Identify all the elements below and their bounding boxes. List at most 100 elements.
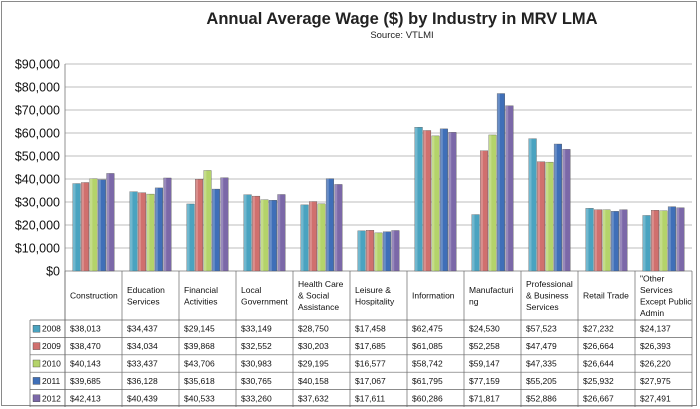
- bar-body: [602, 209, 611, 272]
- bar-highlight: [212, 189, 215, 271]
- category-label-line: Government: [241, 296, 288, 306]
- bar-highlight: [146, 194, 150, 271]
- category-label-line: & Business: [526, 291, 569, 301]
- bar-highlight: [129, 191, 133, 271]
- bar-highlight: [440, 128, 443, 271]
- category-label: Manufacturi ng: [469, 285, 514, 307]
- bar: [391, 230, 400, 272]
- bar: [610, 211, 619, 272]
- category-label: Health Care & Social Assistance: [298, 279, 344, 312]
- bar-body: [106, 173, 115, 272]
- bar-body: [243, 194, 252, 272]
- bar-highlight: [545, 162, 549, 271]
- category-label-line: & Social: [298, 291, 329, 301]
- bar-highlight: [186, 203, 190, 271]
- data-cell: $33,260: [241, 393, 272, 403]
- series-label: 2012: [42, 393, 61, 403]
- bar-highlight: [203, 170, 207, 271]
- bar-highlight: [423, 130, 426, 271]
- category-label: Financial Activities: [184, 285, 218, 307]
- bar: [505, 105, 514, 272]
- bar-body: [277, 194, 286, 272]
- bar: [186, 203, 195, 272]
- bar-body: [211, 188, 220, 272]
- data-cell: $17,067: [355, 376, 386, 386]
- bar-highlight: [252, 196, 255, 271]
- bar-body: [220, 177, 229, 272]
- data-cell: $26,667: [583, 393, 614, 403]
- bar-body: [545, 161, 554, 272]
- bar-highlight: [562, 149, 566, 271]
- series-label: 2008: [42, 324, 61, 334]
- bar-highlight: [537, 161, 540, 271]
- bar: [439, 128, 448, 272]
- bar-highlight: [106, 173, 110, 271]
- bar-body: [260, 199, 269, 272]
- data-cell: $16,577: [355, 359, 386, 369]
- data-cell: $60,286: [412, 393, 443, 403]
- data-cell: $24,530: [469, 324, 500, 334]
- category-label: Information: [412, 291, 455, 301]
- category-label-line: "Other: [640, 273, 664, 283]
- category-label-line: Services: [640, 285, 673, 295]
- data-cell: $17,685: [355, 341, 386, 351]
- bar-body: [268, 200, 277, 272]
- bar-body: [309, 201, 318, 272]
- bar-body: [676, 207, 685, 272]
- legend-swatch: [32, 325, 41, 333]
- bar-body: [374, 232, 383, 272]
- data-cell: $29,145: [184, 324, 215, 334]
- data-cell: $61,795: [412, 376, 443, 386]
- data-cell: $17,611: [355, 393, 385, 403]
- data-cell: $26,393: [640, 341, 671, 351]
- bar-highlight: [72, 183, 76, 271]
- bar-body: [667, 206, 676, 272]
- category-label-line: Admin: [640, 308, 664, 318]
- category-label-line: Leisure &: [355, 285, 391, 295]
- bar-body: [439, 128, 448, 272]
- bar-highlight: [195, 179, 198, 271]
- category-label-line: ng: [469, 296, 479, 306]
- bar: [220, 177, 229, 272]
- bar-body: [642, 215, 651, 272]
- bar-body: [448, 132, 457, 272]
- bar: [488, 134, 497, 272]
- bar: [374, 232, 383, 272]
- chart-subtitle: Source: VTLMI: [370, 30, 433, 41]
- data-cell: $77,159: [469, 376, 500, 386]
- bar-highlight: [269, 200, 272, 271]
- bar-highlight: [155, 187, 158, 271]
- bar: [423, 130, 432, 272]
- y-tick-label: $0: [46, 265, 60, 279]
- bar: [545, 161, 554, 272]
- category-label: Construction: [70, 291, 118, 301]
- bar-body: [431, 135, 440, 272]
- bar-body: [528, 138, 537, 272]
- bar: [72, 183, 81, 272]
- data-cell: $58,742: [412, 359, 443, 369]
- bar-body: [537, 161, 546, 272]
- bar-highlight: [585, 208, 589, 271]
- bar: [480, 150, 489, 272]
- data-cell: $17,458: [355, 324, 386, 334]
- bar-highlight: [277, 194, 281, 271]
- bar-body: [659, 210, 668, 272]
- data-cell: $33,149: [241, 324, 272, 334]
- bar: [619, 209, 628, 272]
- bar: [89, 178, 98, 272]
- bar-body: [317, 203, 326, 272]
- data-cell: $39,685: [70, 376, 101, 386]
- bar-highlight: [357, 230, 361, 271]
- bar-body: [154, 187, 163, 272]
- bar: [602, 209, 611, 272]
- category-label-line: Information: [412, 291, 455, 301]
- bar-highlight: [497, 93, 500, 271]
- bar-body: [391, 230, 400, 272]
- bar-body: [129, 191, 138, 272]
- bar: [317, 203, 326, 272]
- data-cell: $40,143: [70, 359, 101, 369]
- category-label-line: Retail Trade: [583, 291, 629, 301]
- data-cell: $71,817: [469, 393, 500, 403]
- bar-body: [325, 178, 334, 272]
- bar-highlight: [260, 199, 264, 271]
